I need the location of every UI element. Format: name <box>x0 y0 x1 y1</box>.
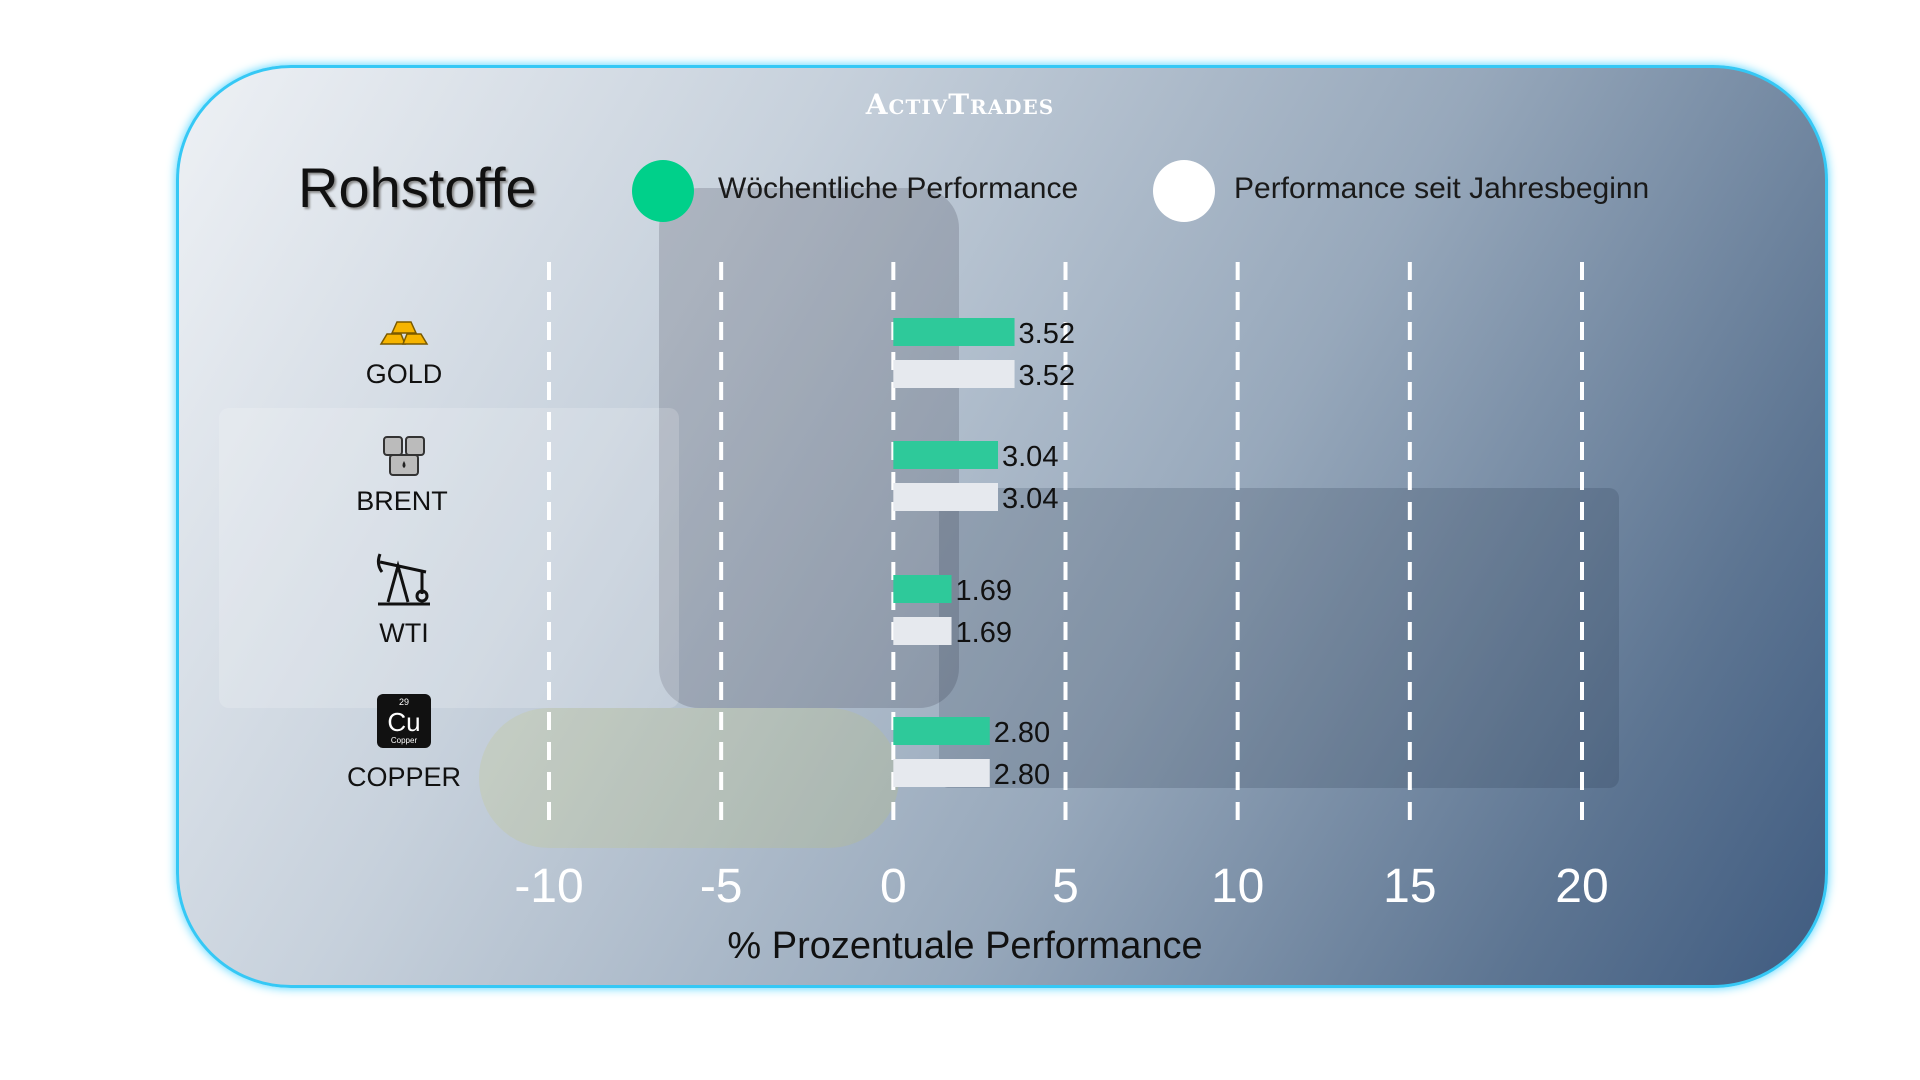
svg-text:Copper: Copper <box>391 736 418 745</box>
bar-weekly <box>893 717 990 745</box>
oil-pump-icon <box>324 548 484 613</box>
x-tick-label: 10 <box>1211 860 1264 913</box>
data-label: 2.80 <box>994 717 1050 749</box>
chart-title: Rohstoffe <box>298 156 537 219</box>
data-label: 3.52 <box>1019 360 1075 392</box>
svg-text:Cu: Cu <box>387 707 420 737</box>
copper-element-icon: 29 Cu Copper <box>324 693 484 754</box>
x-tick-label: 20 <box>1555 860 1608 913</box>
x-tick-label: 0 <box>880 860 907 913</box>
brand-logo: ActivTrades <box>865 88 1055 121</box>
bar-weekly <box>893 318 1015 346</box>
bar-weekly <box>893 575 952 603</box>
oil-barrels-icon <box>324 433 484 482</box>
bar-ytd <box>893 360 1015 388</box>
category-label-wti: WTI <box>379 618 429 648</box>
x-tick-label: 15 <box>1383 860 1436 913</box>
x-tick-label: -5 <box>700 860 743 913</box>
bar-ytd <box>893 759 990 787</box>
legend-ytd-label: Performance seit Jahresbeginn <box>1234 172 1650 205</box>
x-axis-label: % Prozentuale Performance <box>727 925 1202 967</box>
bar-ytd <box>893 483 999 511</box>
x-tick-label: -10 <box>514 860 583 913</box>
category-label-copper: COPPER <box>346 762 462 792</box>
data-label: 3.04 <box>1002 441 1058 473</box>
legend-ytd-swatch <box>1153 160 1215 222</box>
data-label: 1.69 <box>956 575 1012 607</box>
bar-weekly <box>893 441 999 469</box>
data-label: 3.52 <box>1019 318 1075 350</box>
x-tick-label: 5 <box>1052 860 1079 913</box>
gold-bars-icon <box>324 316 484 351</box>
svg-text:29: 29 <box>399 697 409 707</box>
category-label-gold: GOLD <box>365 359 443 389</box>
legend-weekly-label: Wöchentliche Performance <box>718 172 1079 205</box>
data-label: 2.80 <box>994 759 1050 791</box>
bar-ytd <box>893 617 952 645</box>
category-label-brent: BRENT <box>356 486 448 516</box>
data-label: 1.69 <box>956 617 1012 649</box>
data-label: 3.04 <box>1002 483 1058 515</box>
legend-weekly-swatch <box>632 160 694 222</box>
